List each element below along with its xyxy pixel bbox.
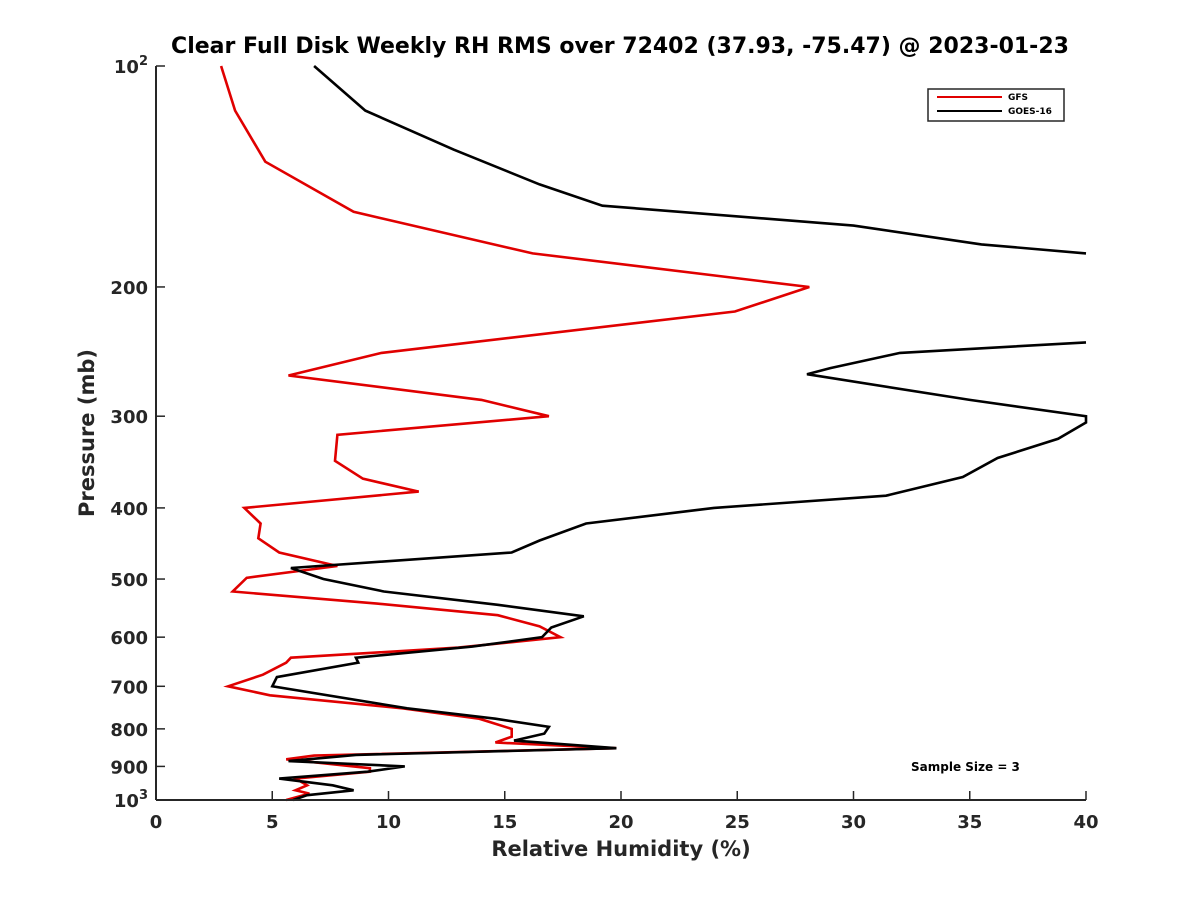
y-tick-label: 500 (110, 570, 148, 591)
x-axis-label: Relative Humidity (%) (491, 837, 750, 861)
y-tick-base: 600 (110, 628, 148, 649)
y-tick-label: 200 (110, 278, 148, 299)
x-tick-label: 25 (725, 812, 750, 833)
y-axis-label: Pressure (mb) (75, 349, 99, 517)
y-tick-label: 400 (110, 499, 148, 520)
y-tick-base: 400 (110, 499, 148, 520)
y-tick-base: 800 (110, 720, 148, 741)
y-tick-label: 102 (114, 54, 148, 78)
y-tick-base: 200 (110, 278, 148, 299)
series-layer (219, 65, 1088, 802)
y-tick-base: 300 (110, 407, 148, 428)
x-tick-label: 40 (1073, 812, 1098, 833)
legend-label-goes16: GOES-16 (1008, 107, 1052, 117)
legend-box (927, 88, 1065, 122)
x-tick-label: 20 (608, 812, 633, 833)
legend: GFS GOES-16 (927, 88, 1065, 122)
y-tick-base: 500 (110, 570, 148, 591)
y-tick-label: 900 (110, 757, 148, 778)
y-tick-base: 10 (114, 57, 139, 78)
x-tick-label: 10 (376, 812, 401, 833)
series-line-goes-16 (270, 65, 1088, 802)
sample-size-annotation: Sample Size = 3 (911, 760, 1020, 774)
y-tick-base: 10 (114, 791, 139, 812)
x-tick-label: 35 (957, 812, 982, 833)
series-line-gfs (219, 65, 810, 802)
y-tick-label: 800 (110, 720, 148, 741)
x-tick-label: 5 (266, 812, 279, 833)
y-tick-exponent: 2 (139, 54, 148, 69)
y-tick-label: 600 (110, 628, 148, 649)
y-tick-label: 700 (110, 677, 148, 698)
legend-label-gfs: GFS (1008, 93, 1028, 103)
y-tick-base: 900 (110, 757, 148, 778)
y-tick-exponent: 3 (139, 788, 148, 803)
y-tick-base: 700 (110, 677, 148, 698)
y-tick-label: 103 (114, 788, 148, 812)
x-tick-label: 30 (841, 812, 866, 833)
chart-title: Clear Full Disk Weekly RH RMS over 72402… (171, 34, 1069, 59)
y-tick-label: 300 (110, 407, 148, 428)
x-tick-label: 15 (492, 812, 517, 833)
x-axis-ticks: 0 5 10 15 20 25 30 35 40 (150, 791, 1099, 833)
x-tick-label: 0 (150, 812, 163, 833)
